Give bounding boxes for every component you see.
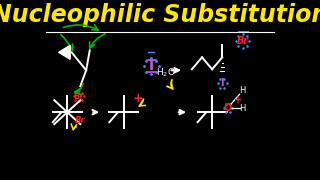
Polygon shape xyxy=(59,45,70,59)
Text: I: I xyxy=(149,59,154,73)
Text: Br: Br xyxy=(236,36,249,46)
Text: H: H xyxy=(239,86,246,95)
Text: Br: Br xyxy=(75,116,85,125)
Text: +: + xyxy=(133,92,144,105)
Text: Nucleophilic Substitution: Nucleophilic Substitution xyxy=(0,3,320,27)
Text: Br: Br xyxy=(74,92,84,101)
Text: O: O xyxy=(224,103,232,113)
Text: +: + xyxy=(234,95,242,105)
Text: H: H xyxy=(239,104,246,113)
Text: I: I xyxy=(220,78,224,88)
Text: H$_2$O: H$_2$O xyxy=(156,66,176,78)
